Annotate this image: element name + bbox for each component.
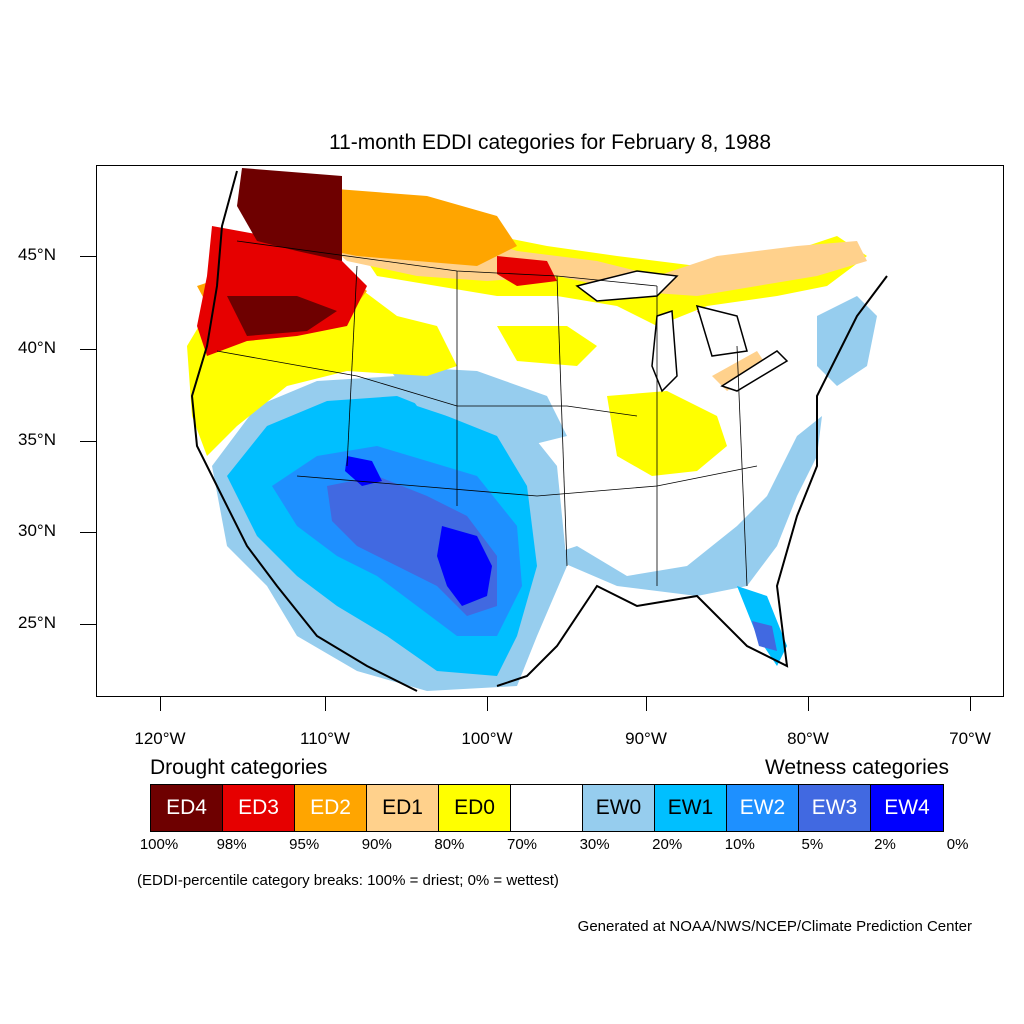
region-ew0-gulf [547,416,822,596]
region-ew4-nm [345,456,382,486]
legend-swatch-ed3: ED3 [223,785,295,831]
legend-note: (EDDI-percentile category breaks: 100% =… [137,872,559,889]
region-ew4-texas [437,526,492,606]
region-ed1-lake-erie [712,351,767,391]
lon-tick-110 [325,697,326,711]
region-ed0-ohio-valley [607,391,727,476]
legend-color-bar: ED4 ED3 ED2 ED1 ED0 EW0 EW1 EW2 EW3 EW4 [150,784,944,832]
lat-tick-25 [80,624,96,625]
legend-percent-label: 5% [801,836,824,853]
lon-label-90: 90°W [625,729,667,748]
legend-percent-label: 98% [216,836,247,853]
legend-percent-label: 20% [652,836,683,853]
lat-tick-40 [80,349,96,350]
coastline [190,170,888,692]
lake-superior [575,270,679,302]
region-ed0-dakotas [497,326,597,366]
legend-swatch-ed2: ED2 [295,785,367,831]
lon-tick-80 [808,697,809,711]
lon-tick-90 [646,697,647,711]
legend-percent-label: 100% [139,836,179,853]
legend-percent-label: 30% [579,836,610,853]
map-title: 11-month EDDI categories for February 8,… [329,131,771,154]
legend-swatch-ew3: EW3 [799,785,871,831]
lon-tick-100 [487,697,488,711]
legend-percent-label: 0% [946,836,969,853]
drought-categories-heading: Drought categories [150,756,328,779]
lon-label-120: 120°W [134,729,186,748]
region-ed3-minnesota [497,256,557,286]
legend-swatch-ed0: ED0 [439,785,511,831]
lat-tick-35 [80,441,96,442]
wetness-categories-heading: Wetness categories [764,756,949,779]
lat-tick-30 [80,532,96,533]
lon-label-70: 70°W [949,729,991,748]
legend-swatch-ew1: EW1 [655,785,727,831]
legend-swatch-ed1: ED1 [367,785,439,831]
lon-label-110: 110°W [300,729,350,748]
legend-percent-label: 80% [434,836,465,853]
legend-percent-label: 90% [361,836,392,853]
lat-tick-45 [80,256,96,257]
lake-michigan [651,309,678,393]
region-ew3-florida [752,621,777,651]
credit-text: Generated at NOAA/NWS/NCEP/Climate Predi… [577,918,972,935]
legend-percent-label: 95% [289,836,320,853]
lat-label-45: 45°N [18,245,56,264]
lat-label-35: 35°N [18,430,56,449]
lat-label-25: 25°N [18,613,56,632]
lake-huron [695,304,748,357]
lon-label-100: 100°W [461,729,513,748]
legend-percent-label: 2% [874,836,896,853]
legend-swatch-ew4: EW4 [871,785,943,831]
lon-tick-120 [160,697,161,711]
legend-percent-label: 70% [506,836,538,853]
legend-percent-label: 10% [724,836,755,853]
lat-label-40: 40°N [18,338,56,357]
legend-swatch-ed4: ED4 [151,785,223,831]
lon-tick-70 [970,697,971,711]
region-ed3-northwest [197,226,367,356]
region-ed2-montana [297,186,517,266]
map-canvas [187,168,888,692]
lon-label-80: 80°W [787,729,829,748]
legend-swatch-ew2: EW2 [727,785,799,831]
region-ew0-northeast [817,296,877,386]
legend-swatch-normal [511,785,583,831]
eddi-map [96,165,1004,697]
lat-label-30: 30°N [18,521,56,540]
region-ed4-idaho [237,168,342,261]
region-ed4-oregon [227,296,337,336]
state-boundaries [216,240,758,587]
legend-swatch-ew0: EW0 [583,785,655,831]
